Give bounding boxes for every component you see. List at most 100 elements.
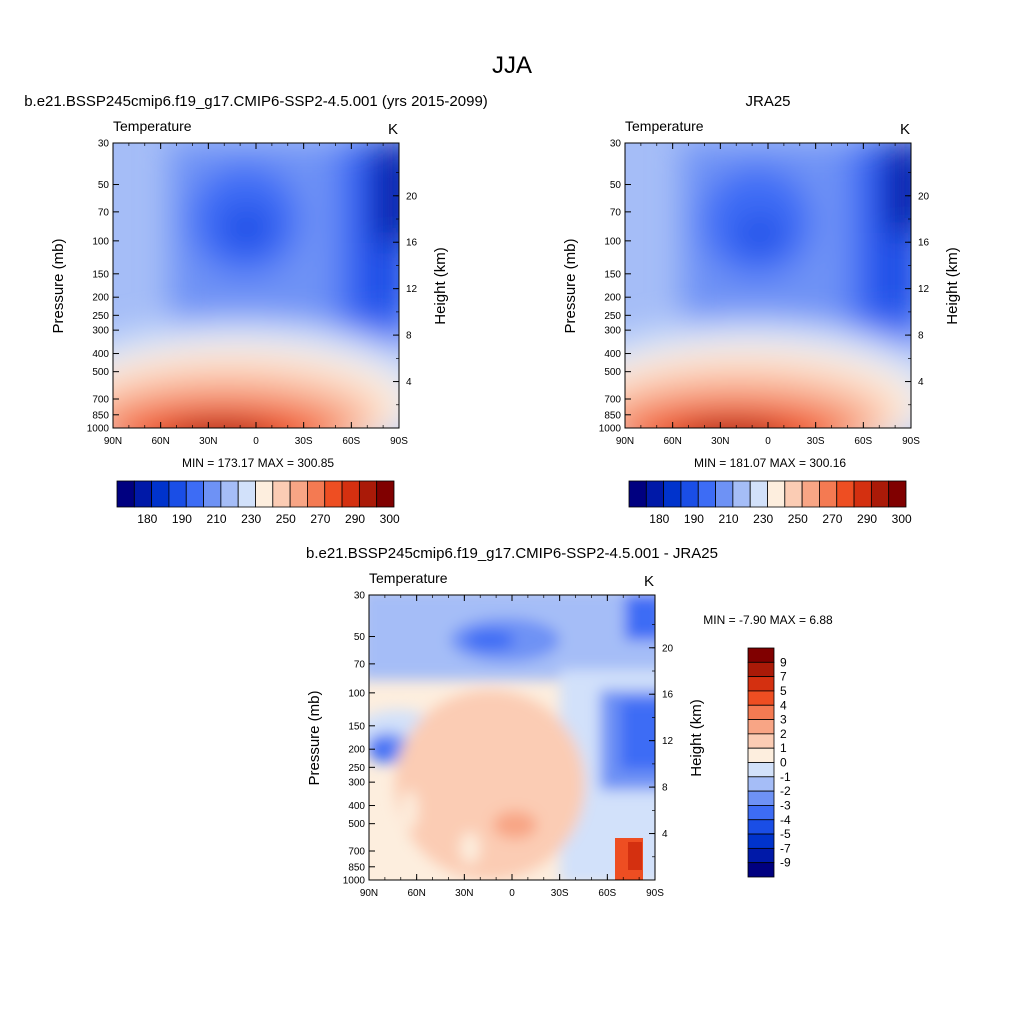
colorbar-box — [747, 762, 775, 778]
colorbar-box — [324, 480, 343, 508]
x-tick-label: 60S — [598, 888, 616, 899]
x-tick-label: 60N — [663, 436, 681, 447]
colorbar-box — [645, 480, 665, 508]
x-tick-label: 90N — [360, 888, 378, 899]
y-tick-label: 70 — [354, 659, 366, 670]
y2-tick-label: 16 — [406, 238, 418, 249]
y-tick-label: 700 — [348, 847, 365, 858]
y-tick-label: 300 — [348, 778, 365, 789]
colorbar-box — [836, 480, 855, 508]
y-tick-label: 30 — [610, 139, 622, 150]
colorbar-label: 0 — [780, 756, 787, 770]
x-tick-label: 90S — [902, 436, 920, 447]
colorbar-box — [870, 480, 890, 508]
y-tick-label: 100 — [92, 236, 109, 247]
y-tick-label: 1000 — [599, 424, 622, 435]
y2-tick-label: 20 — [918, 191, 930, 202]
x-tick-label: 90N — [104, 436, 122, 447]
panel-variable-label: Temperature — [113, 118, 192, 134]
colorbar-label: 7 — [780, 670, 787, 684]
colorbar-box — [255, 480, 274, 508]
colorbar-label: 4 — [780, 698, 787, 712]
y-ticks: 30 50 70 100 150 200 250 300 400 500 700 850 1000 — [87, 139, 119, 435]
x-tick-label: 30S — [551, 888, 569, 899]
colorbar-box — [801, 480, 820, 508]
panel-units-label: K — [388, 121, 398, 138]
colorbar-box — [133, 480, 153, 508]
y-ticks: 30 50 70 100 150 200 250 300 400 500 700 850 1000 — [599, 139, 631, 435]
y2-axis-label: Height (km) — [944, 247, 961, 325]
colorbar-label: 180 — [649, 512, 669, 526]
colorbar-box — [747, 647, 775, 663]
colorbar-box — [819, 480, 838, 508]
colorbar-label: 2 — [780, 727, 787, 741]
colorbar-box — [747, 661, 775, 678]
contour-field — [369, 595, 655, 880]
colorbar-box — [307, 480, 326, 508]
colorbar-label: -2 — [780, 784, 791, 798]
colorbar-box — [749, 480, 768, 508]
colorbar-label: 270 — [822, 512, 842, 526]
y-axis-label: Pressure (mb) — [50, 238, 67, 333]
colorbar-box — [168, 480, 187, 508]
y2-tick-label: 16 — [662, 690, 674, 701]
y-tick-label: 1000 — [343, 876, 366, 887]
colorbar-box — [747, 719, 775, 735]
y2-tick-label: 4 — [918, 377, 924, 388]
colorbar-label: 290 — [345, 512, 365, 526]
x-tick-label: 60S — [342, 436, 360, 447]
colorbar-box — [747, 862, 775, 878]
colorbar-box — [747, 704, 775, 720]
colorbar-label: 9 — [780, 655, 787, 669]
y-tick-label: 70 — [610, 207, 622, 218]
y-tick-label: 400 — [92, 349, 109, 360]
colorbar-label: 230 — [753, 512, 773, 526]
x-tick-label: 30N — [455, 888, 473, 899]
y2-axis-label: Height (km) — [432, 247, 449, 325]
y-tick-label: 150 — [92, 269, 109, 280]
y-tick-label: 50 — [610, 180, 622, 191]
x-tick-label: 30N — [199, 436, 217, 447]
colorbar-box — [185, 480, 204, 508]
colorbar-box — [767, 480, 786, 508]
y2-axis-label: Height (km) — [688, 699, 705, 777]
y2-tick-label: 12 — [918, 284, 930, 295]
colorbar-box — [341, 480, 360, 508]
y-axis-label: Pressure (mb) — [306, 690, 323, 785]
colorbar-box — [203, 480, 222, 508]
x-tick-label: 0 — [509, 888, 515, 899]
colorbar-box — [747, 819, 775, 835]
colorbar-box — [220, 480, 239, 508]
colorbar-label: 3 — [780, 713, 787, 727]
panel-variable-label: Temperature — [369, 570, 448, 586]
y-tick-label: 200 — [348, 745, 365, 756]
y-tick-label: 300 — [604, 326, 621, 337]
y2-ticks: 20 16 12 8 4 — [393, 172, 418, 406]
y2-tick-label: 20 — [662, 643, 674, 654]
y-tick-label: 200 — [92, 293, 109, 304]
x-tick-label: 30N — [711, 436, 729, 447]
x-tick-label: 90S — [646, 888, 664, 899]
colorbar: 180 190 210 230 250 270 290 300 — [628, 480, 912, 526]
colorbar-label: 300 — [892, 512, 912, 526]
x-tick-label: 30S — [295, 436, 313, 447]
panel-units-label: K — [644, 573, 654, 590]
colorbar-box — [747, 690, 775, 706]
colorbar-box — [697, 480, 716, 508]
colorbar-box — [237, 480, 256, 508]
y-tick-label: 100 — [604, 236, 621, 247]
y-ticks: 30 50 70 100 150 200 250 300 400 500 700 850 1000 — [343, 591, 375, 887]
min-max-label: MIN = 181.07 MAX = 300.16 — [694, 456, 846, 470]
x-tick-label: 90N — [616, 436, 634, 447]
colorbar-box — [747, 805, 775, 821]
y2-ticks: 20 16 12 8 4 — [649, 624, 674, 858]
y2-tick-label: 12 — [406, 284, 418, 295]
colorbar-box — [116, 480, 135, 508]
panel-title: b.e21.BSSP245cmip6.f19_g17.CMIP6-SSP2-4.… — [306, 545, 718, 562]
colorbar-label: -5 — [780, 827, 791, 841]
y-tick-label: 400 — [348, 801, 365, 812]
y-tick-label: 400 — [604, 349, 621, 360]
y-tick-label: 250 — [604, 311, 621, 322]
y-tick-label: 850 — [348, 862, 365, 873]
y-tick-label: 700 — [92, 395, 109, 406]
